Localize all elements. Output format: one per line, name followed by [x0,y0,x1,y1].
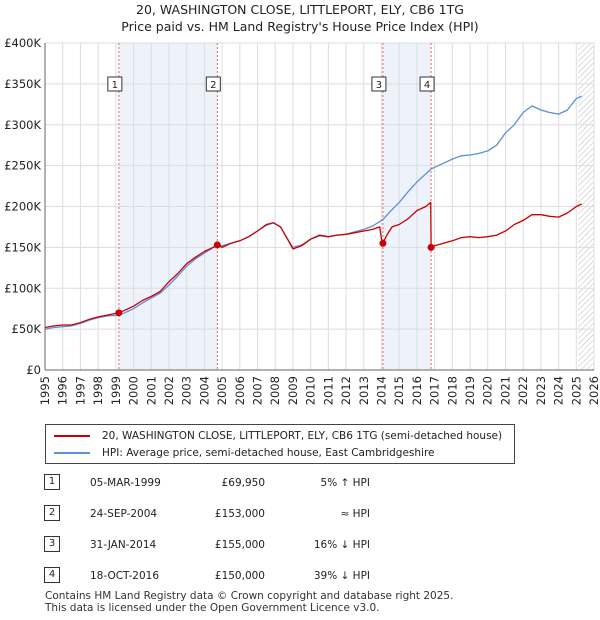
y-tick-label: £350K [4,77,41,91]
footer-copyright: Contains HM Land Registry data © Crown c… [45,590,454,602]
y-tick-label: £50K [12,322,42,336]
property-price-line [44,201,582,329]
x-tick-label: 2004 [197,376,211,405]
x-tick-label: 2009 [286,376,300,405]
sale-point [427,243,435,251]
x-tick-label: 2020 [481,376,495,405]
x-tick-label: 2015 [392,376,406,405]
legend-label-property: 20, WASHINGTON CLOSE, LITTLEPORT, ELY, C… [102,430,503,442]
x-tick-label: 2002 [162,376,176,405]
x-tick-label: 1998 [91,376,105,405]
chart-subtitle: Price paid vs. HM Land Registry's House … [121,19,479,34]
sale-date: 24-SEP-2004 [90,508,158,520]
sale-date: 31-JAN-2014 [90,539,157,551]
legend-swatch-property [54,435,90,437]
x-tick-label: 2012 [339,376,353,405]
y-tick-label: £200K [4,200,41,214]
sale-date: 05-MAR-1999 [90,477,161,489]
sale-number-box: 4 [44,567,60,583]
price-chart: £0 £50K £100K £150K £200K £250K £300K £350K £400… [4,36,600,405]
sale-hpi-compare: 39% ↓ HPI [313,570,370,582]
sale-hpi-compare: 16% ↓ HPI [313,539,370,551]
sale-label: 3 [376,80,382,91]
sale-price: £153,000 [214,508,265,520]
x-tick-label: 2018 [445,376,459,405]
x-tick-label: 2010 [304,376,318,405]
x-tick-label: 1995 [38,376,52,405]
sale-label: 4 [424,80,430,91]
sale-label-box [107,76,123,92]
x-tick-label: 1996 [56,376,70,405]
x-tick-label: 2019 [463,376,477,405]
x-tick-label: 2016 [410,376,424,405]
sale-number-box: 3 [44,536,60,552]
x-tick-label: 2005 [215,376,229,405]
y-tick-label: £400K [4,36,41,50]
sale-number-box: 2 [44,505,60,521]
sale-number-box: 1 [44,474,60,490]
x-tick-label: 2025 [569,376,583,405]
table-row: 4 18-OCT-2016 £150,000 39% ↓ HPI [0,567,600,585]
x-tick-label: 2021 [498,376,512,405]
legend: 20, WASHINGTON CLOSE, LITTLEPORT, ELY, C… [45,424,515,464]
sale-hpi-compare: 5% ↑ HPI [320,477,370,489]
x-tick-label: 2026 [587,376,600,405]
x-tick-label: 2014 [374,376,388,405]
sale-hpi-compare: ≈ HPI [340,508,370,520]
x-tick-label: 2003 [180,376,194,405]
y-tick-label: £300K [4,118,41,132]
sale-point [115,309,123,317]
y-tick-label: £0 [26,363,41,377]
table-row: 3 31-JAN-2014 £155,000 16% ↓ HPI [0,536,600,554]
sale-label: 1 [112,80,118,91]
x-tick-label: 2023 [534,376,548,405]
sale-date: 18-OCT-2016 [90,570,159,582]
sale-point [379,239,387,247]
table-row: 1 05-MAR-1999 £69,950 5% ↑ HPI [0,474,600,492]
sale-label-box [205,76,221,92]
x-tick-label: 2011 [321,376,335,405]
x-tick-label: 2017 [428,376,442,405]
x-tick-label: 1999 [109,376,123,405]
x-tick-label: 2000 [127,376,141,405]
y-tick-label: £250K [4,159,41,173]
chart-title: 20, WASHINGTON CLOSE, LITTLEPORT, ELY, C… [136,2,464,17]
x-tick-label: 2007 [251,376,265,405]
sale-point [213,241,221,249]
x-tick-label: 1997 [73,376,87,405]
sale-price: £69,950 [221,477,265,489]
legend-label-hpi: HPI: Average price, semi-detached house,… [102,447,435,459]
y-tick-label: £100K [4,281,41,295]
x-tick-label: 2008 [268,376,282,405]
sale-price: £155,000 [214,539,265,551]
sale-label-box [371,76,387,92]
x-tick-label: 2024 [552,376,566,405]
y-tick-label: £150K [4,240,41,254]
sale-label-box [419,76,435,92]
footer-license: This data is licensed under the Open Gov… [45,602,380,614]
sale-price: £150,000 [214,570,265,582]
x-tick-label: 2001 [144,376,158,405]
x-tick-label: 2006 [233,376,247,405]
x-tick-label: 2013 [357,376,371,405]
table-row: 2 24-SEP-2004 £153,000 ≈ HPI [0,505,600,523]
sale-label: 2 [210,80,216,91]
x-tick-label: 2022 [516,376,530,405]
legend-swatch-hpi [54,452,90,454]
